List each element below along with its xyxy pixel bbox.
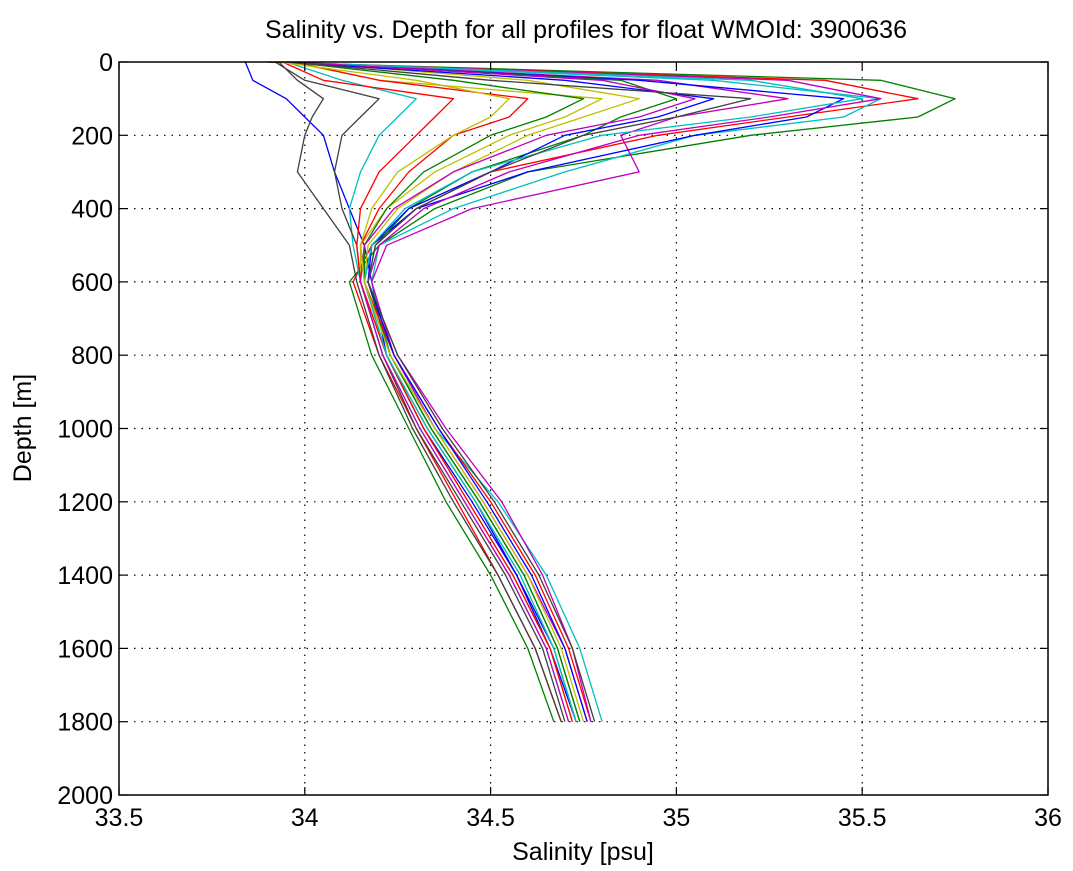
y-tick-label: 200 (71, 122, 113, 150)
profile-lines (244, 61, 956, 722)
x-tick-label: 35.5 (838, 804, 887, 832)
profile-line (289, 61, 752, 722)
x-tick-label: 34 (291, 804, 319, 832)
profile-line (278, 61, 882, 722)
chart-title: Salinity vs. Depth for all profiles for … (265, 16, 907, 44)
y-tick-label: 800 (71, 342, 113, 370)
profile-line (286, 61, 863, 722)
y-tick-label: 400 (71, 196, 113, 224)
y-tick-label: 1000 (57, 416, 113, 444)
x-tick-label: 36 (1034, 804, 1062, 832)
profile-line (278, 61, 585, 722)
x-tick-label: 34.5 (466, 804, 515, 832)
profile-line (282, 61, 574, 722)
y-axis-ticks: 0 200 400 600 800 1000 1200 1400 1600 1800 2000 (57, 49, 1048, 810)
x-axis-ticks: 33.5 34 34.5 35 35.5 36 (95, 62, 1062, 832)
x-axis-title: Salinity [psu] (512, 838, 654, 866)
x-tick-label: 35 (662, 804, 690, 832)
y-tick-label: 0 (99, 49, 113, 77)
y-tick-label: 1800 (57, 709, 113, 737)
y-tick-label: 2000 (57, 782, 113, 810)
y-axis-title: Depth [m] (9, 374, 37, 482)
y-tick-label: 1200 (57, 489, 113, 517)
y-tick-label: 1600 (57, 635, 113, 663)
y-tick-label: 1400 (57, 562, 113, 590)
profile-line (293, 61, 696, 722)
profile-line (278, 61, 562, 722)
x-tick-label: 33.5 (95, 804, 144, 832)
y-tick-label: 600 (71, 269, 113, 297)
